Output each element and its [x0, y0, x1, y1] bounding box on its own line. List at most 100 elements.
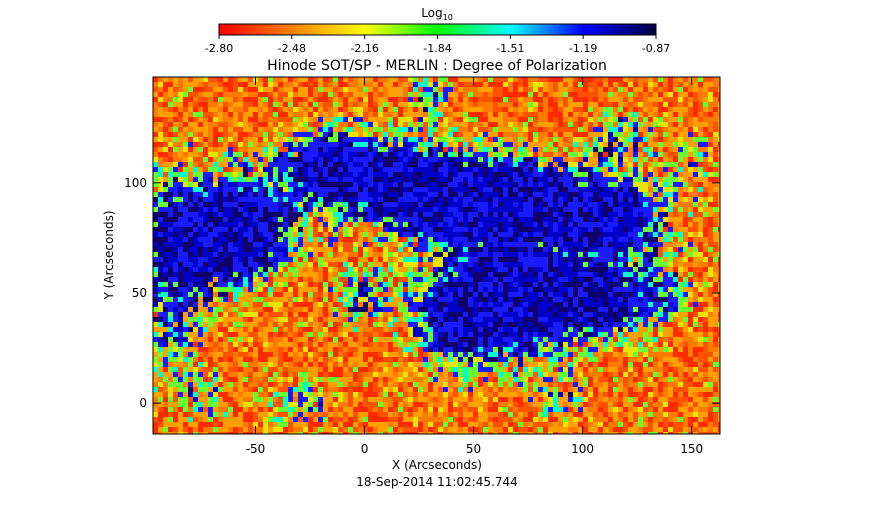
heatmap-cell: [553, 222, 558, 227]
heatmap-cell: [238, 112, 243, 117]
heatmap-cell: [378, 232, 383, 237]
heatmap-cell: [418, 177, 423, 182]
heatmap-cell: [178, 152, 183, 157]
heatmap-cell: [293, 137, 298, 142]
heatmap-cell: [398, 282, 403, 287]
heatmap-cell: [543, 267, 548, 272]
heatmap-cell: [643, 142, 648, 147]
heatmap-cell: [578, 187, 583, 192]
heatmap-cell: [543, 272, 548, 277]
heatmap-cell: [263, 287, 268, 292]
heatmap-cell: [388, 192, 393, 197]
heatmap-cell: [618, 102, 623, 107]
heatmap-cell: [413, 97, 418, 102]
heatmap-cell: [448, 282, 453, 287]
heatmap-cell: [388, 147, 393, 152]
heatmap-cell: [673, 227, 678, 232]
heatmap-cell: [573, 277, 578, 282]
heatmap-cell: [253, 152, 258, 157]
heatmap-cell: [228, 127, 233, 132]
heatmap-cell: [533, 202, 538, 207]
heatmap-cell: [268, 192, 273, 197]
heatmap-cell: [308, 222, 313, 227]
heatmap-cell: [398, 252, 403, 257]
heatmap-cell: [373, 142, 378, 147]
heatmap-cell: [313, 87, 318, 92]
heatmap-cell: [358, 157, 363, 162]
heatmap-cell: [163, 152, 168, 157]
heatmap-cell: [323, 102, 328, 107]
heatmap-cell: [578, 87, 583, 92]
heatmap-cell: [633, 287, 638, 292]
heatmap-cell: [533, 137, 538, 142]
heatmap-cell: [233, 172, 238, 177]
heatmap-cell: [653, 132, 658, 137]
heatmap-cell: [338, 117, 343, 122]
heatmap-cell: [593, 187, 598, 192]
heatmap-cell: [618, 242, 623, 247]
heatmap-cell: [418, 222, 423, 227]
heatmap-cell: [248, 212, 253, 217]
heatmap-cell: [323, 187, 328, 192]
heatmap-cell: [603, 182, 608, 187]
heatmap-cell: [193, 282, 198, 287]
heatmap-cell: [623, 137, 628, 142]
heatmap-cell: [413, 152, 418, 157]
heatmap-cell: [498, 137, 503, 142]
heatmap-cell: [498, 192, 503, 197]
heatmap-cell: [328, 272, 333, 277]
heatmap-cell: [688, 257, 693, 262]
heatmap-cell: [153, 117, 158, 122]
heatmap-cell: [238, 202, 243, 207]
heatmap-cell: [173, 147, 178, 152]
heatmap-cell: [258, 192, 263, 197]
heatmap-cell: [633, 77, 638, 82]
heatmap-cell: [383, 207, 388, 212]
heatmap-cell: [503, 192, 508, 197]
heatmap-cell: [198, 112, 203, 117]
heatmap-cell: [253, 132, 258, 137]
heatmap-cell: [583, 107, 588, 112]
heatmap-cell: [403, 82, 408, 87]
heatmap-cell: [428, 102, 433, 107]
heatmap-cell: [153, 277, 158, 282]
heatmap-cell: [248, 267, 253, 272]
heatmap-cell: [218, 227, 223, 232]
heatmap-cell: [608, 232, 613, 237]
heatmap-cell: [338, 272, 343, 277]
heatmap-cell: [318, 92, 323, 97]
heatmap-cell: [248, 192, 253, 197]
heatmap-cell: [443, 272, 448, 277]
heatmap-cell: [583, 77, 588, 82]
heatmap-cell: [283, 192, 288, 197]
heatmap-cell: [498, 172, 503, 177]
heatmap-cell: [593, 157, 598, 162]
heatmap-cell: [488, 192, 493, 197]
heatmap-cell: [523, 212, 528, 217]
heatmap-cell: [388, 267, 393, 272]
heatmap-cell: [218, 272, 223, 277]
heatmap-cell: [628, 162, 633, 167]
heatmap-cell: [703, 212, 708, 217]
heatmap-cell: [553, 122, 558, 127]
heatmap-cell: [713, 82, 718, 87]
heatmap-cell: [633, 202, 638, 207]
heatmap-cell: [673, 87, 678, 92]
heatmap-cell: [588, 162, 593, 167]
heatmap-cell: [308, 97, 313, 102]
heatmap-cell: [188, 142, 193, 147]
heatmap-cell: [528, 282, 533, 287]
heatmap-cell: [573, 127, 578, 132]
heatmap-cell: [648, 247, 653, 252]
heatmap-cell: [158, 267, 163, 272]
heatmap-cell: [393, 77, 398, 82]
heatmap-cell: [408, 87, 413, 92]
heatmap-cell: [628, 267, 633, 272]
heatmap-cell: [658, 122, 663, 127]
heatmap-cell: [648, 177, 653, 182]
heatmap-cell: [343, 227, 348, 232]
heatmap-cell: [163, 147, 168, 152]
heatmap-cell: [538, 77, 543, 82]
heatmap-cell: [508, 287, 513, 292]
heatmap-cell: [363, 282, 368, 287]
